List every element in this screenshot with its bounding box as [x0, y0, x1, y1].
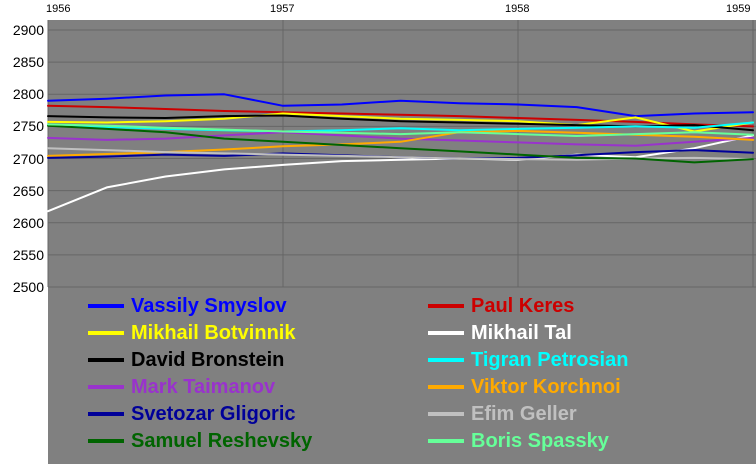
series-line [47, 112, 754, 133]
legend-swatch [88, 357, 124, 362]
legend-item: Efim Geller [428, 400, 628, 427]
legend-label: Mark Taimanov [131, 375, 276, 398]
legend-item: Boris Spassky [428, 427, 628, 454]
legend-item: Samuel Reshevsky [88, 427, 428, 454]
legend-swatch [88, 411, 124, 416]
x-tick-label: 1958 [505, 3, 530, 15]
legend-item: David Bronstein [88, 346, 428, 373]
legend-swatch [88, 438, 124, 443]
legend-swatch [88, 303, 124, 308]
y-tick-label: 2550 [12, 246, 44, 263]
series-line [47, 134, 754, 213]
legend-label: David Bronstein [131, 348, 285, 371]
x-tick-label: 1957 [270, 3, 295, 15]
legend-swatch [428, 411, 464, 416]
legend-item: Tigran Petrosian [428, 346, 628, 373]
legend-label: Viktor Korchnoi [471, 375, 621, 398]
legend-swatch [88, 330, 124, 335]
y-tick-label: 2600 [12, 214, 44, 231]
legend-label: Mikhail Tal [471, 321, 572, 344]
y-tick-label: 2900 [12, 22, 44, 38]
legend-label: Tigran Petrosian [471, 348, 629, 371]
series-line [47, 123, 754, 137]
legend-item: Paul Keres [428, 292, 628, 319]
legend-swatch [428, 303, 464, 308]
y-tick-label: 2750 [12, 118, 44, 135]
legend-item: Mark Taimanov [88, 373, 428, 400]
x-tick-label: 1959 [726, 3, 751, 15]
legend-label: Mikhail Botvinnik [131, 321, 296, 344]
legend-swatch [428, 357, 464, 362]
legend-swatch [428, 384, 464, 389]
legend-swatch [428, 438, 464, 443]
y-tick-label: 2650 [12, 182, 44, 199]
series-line [47, 93, 754, 118]
legend-item: Viktor Korchnoi [428, 373, 628, 400]
legend-label: Vassily Smyslov [131, 294, 287, 317]
series-line [47, 131, 754, 147]
legend: Vassily Smyslov Paul Keres Mikhail Botvinn… [88, 292, 628, 454]
x-tick-label: 1956 [46, 3, 71, 15]
legend-label: Samuel Reshevsky [131, 429, 313, 452]
legend-label: Efim Geller [471, 402, 577, 425]
y-tick-label: 2850 [12, 54, 44, 71]
legend-label: Svetozar Gligoric [131, 402, 296, 425]
y-tick-label: 2500 [12, 279, 44, 295]
legend-item: Mikhail Tal [428, 319, 628, 346]
y-tick-label: 2800 [12, 86, 44, 103]
series-line [47, 104, 754, 128]
legend-item: Svetozar Gligoric [88, 400, 428, 427]
legend-item: Vassily Smyslov [88, 292, 428, 319]
legend-label: Boris Spassky [471, 429, 609, 452]
y-tick-label: 2700 [12, 150, 44, 167]
series-line [47, 124, 754, 164]
legend-swatch [88, 384, 124, 389]
legend-label: Paul Keres [471, 294, 575, 317]
legend-item: Mikhail Botvinnik [88, 319, 428, 346]
series-line [47, 121, 754, 133]
legend-swatch [428, 330, 464, 335]
